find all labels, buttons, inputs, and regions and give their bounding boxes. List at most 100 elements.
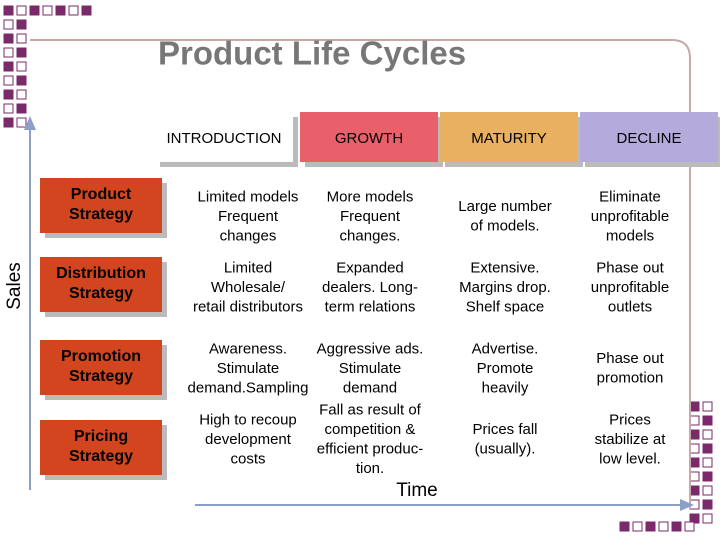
deco-square [3,75,14,86]
column-header [580,112,718,162]
cell-text: Frequent [218,208,279,225]
deco-square [702,401,713,412]
cell-text: tion. [356,460,384,477]
cell-text: Aggressive ads. [317,340,424,357]
deco-square [689,429,700,440]
cell-text: models [606,227,654,244]
cell-text: Shelf space [466,298,544,315]
deco-square [3,103,14,114]
deco-square [68,5,79,16]
deco-square [3,47,14,58]
deco-square [3,33,14,44]
cell-text: Fall as result of [319,402,422,419]
deco-square [55,5,66,16]
cell-text: outlets [608,298,652,315]
row-header-label: Distribution [56,265,146,282]
deco-square [645,521,656,532]
row-header [40,257,162,312]
cell-text: retail distributors [193,298,303,315]
cell-text: Large number [458,198,551,215]
deco-square [16,5,27,16]
row-header-label: Promotion [61,348,141,365]
row-header-label: Strategy [69,285,133,302]
deco-square [3,117,14,128]
column-header [155,112,293,162]
cell-text: Extensive. [470,259,539,276]
deco-square [689,415,700,426]
deco-square [42,5,53,16]
row-header-label: Strategy [69,448,133,465]
cell-text: demand.Sampling [188,379,309,396]
cell-text: Stimulate [217,360,280,377]
row-header-label: Strategy [69,206,133,223]
frame [30,39,691,510]
deco-square [689,401,700,412]
row-header [40,340,162,395]
deco-square [689,443,700,454]
cell-text: heavily [482,379,529,396]
cell-text: unprofitable [591,279,669,296]
cell-text: Prices fall [472,421,537,438]
cell-text: Advertise. [472,340,539,357]
deco-square [658,521,669,532]
deco-square [702,429,713,440]
column-header-label: GROWTH [335,130,403,147]
cell-text: (usually). [475,441,536,458]
cell-text: Phase out [596,259,664,276]
deco-square [3,89,14,100]
column-header-label: INTRODUCTION [167,130,282,147]
row-header-label: Pricing [74,428,128,445]
deco-square [81,5,92,16]
cell-text: Wholesale/ [211,279,286,296]
deco-square [702,457,713,468]
deco-square [3,19,14,30]
column-header [440,112,578,162]
deco-square [29,5,40,16]
deco-square [632,521,643,532]
row-header-label: Strategy [69,368,133,385]
deco-square [702,415,713,426]
cell-text: unprofitable [591,208,669,225]
cell-text: dealers. Long- [322,279,418,296]
deco-square [16,61,27,72]
deco-square [702,443,713,454]
cell-text: Margins drop. [459,279,551,296]
deco-square [16,89,27,100]
deco-square [689,471,700,482]
deco-square [702,471,713,482]
cell-text: changes. [340,227,401,244]
cell-text: Frequent [340,208,401,225]
cell-text: changes [220,227,277,244]
cell-text: High to recoup [199,411,297,428]
column-header-label: MATURITY [471,130,547,147]
cell-text: demand [343,379,397,396]
cell-text: costs [230,450,265,467]
row-header-label: Product [71,186,132,203]
cell-text: Phase out [596,350,664,367]
cell-text: development [205,431,292,448]
cell-text: promotion [597,370,664,387]
cell-text: competition & [325,421,416,438]
column-header-label: DECLINE [616,130,681,147]
y-axis-label: Sales [4,262,25,310]
deco-square [702,513,713,524]
cell-text: Limited models [198,188,299,205]
deco-square [689,457,700,468]
deco-square [16,33,27,44]
deco-square [684,521,695,532]
cell-text: Stimulate [339,360,402,377]
deco-square [3,61,14,72]
deco-square [16,103,27,114]
cell-text: Awareness. [209,340,287,357]
deco-square [3,5,14,16]
deco-square [16,47,27,58]
deco-square [689,499,700,510]
cell-text: term relations [325,298,416,315]
deco-square [671,521,682,532]
cell-text: low level. [599,450,661,467]
cell-text: stabilize at [595,431,667,448]
row-header [40,178,162,233]
cell-text: Promote [477,360,534,377]
